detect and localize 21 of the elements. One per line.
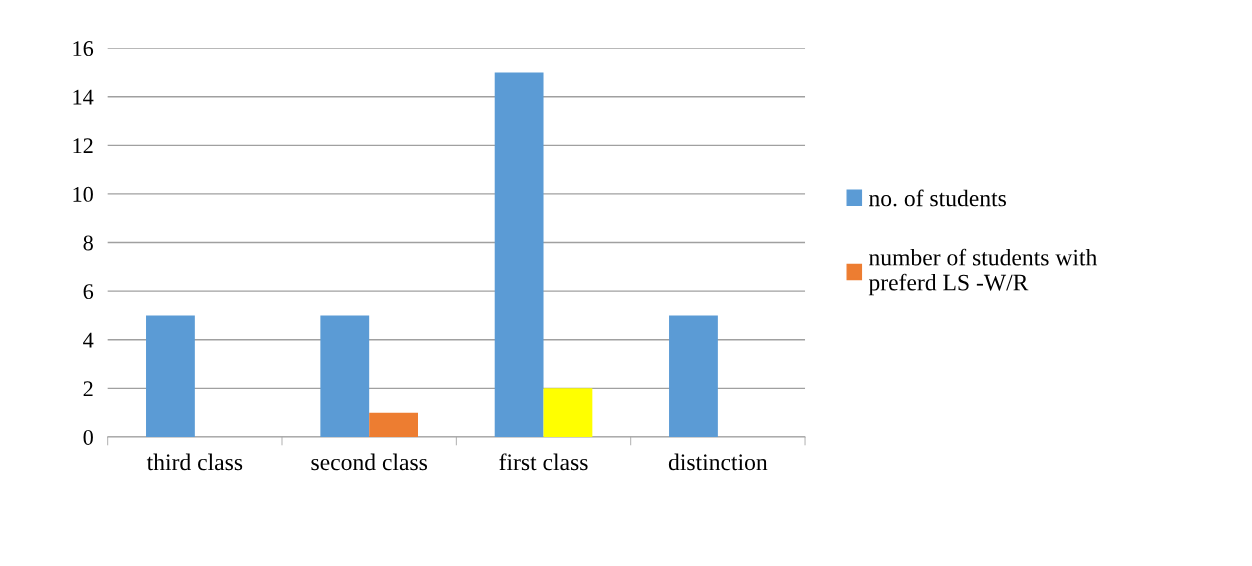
bar <box>369 412 418 437</box>
y-tick-label: 12 <box>73 138 93 154</box>
legend-label: number of students with preferd LS -W/R <box>868 248 1098 296</box>
x-tick-label: third class <box>146 453 243 471</box>
y-tick-label: 2 <box>83 381 93 397</box>
x-tick-label: distinction <box>668 453 768 471</box>
bar <box>543 388 593 437</box>
y-tick-label: 16 <box>73 41 94 57</box>
y-tick-label: 4 <box>83 332 94 348</box>
bar <box>320 315 370 437</box>
x-tick-label: first class <box>499 453 588 471</box>
legend-label: no. of students <box>869 189 1006 207</box>
x-tick-label: second class <box>311 453 428 471</box>
bar <box>146 315 195 437</box>
y-tick-label: 8 <box>83 235 93 251</box>
bar <box>494 72 544 437</box>
y-tick-label: 10 <box>73 186 93 202</box>
y-tick-label: 0 <box>83 429 93 445</box>
y-tick-label: 6 <box>83 284 94 300</box>
bar <box>669 315 718 437</box>
y-tick-label: 14 <box>73 89 94 105</box>
